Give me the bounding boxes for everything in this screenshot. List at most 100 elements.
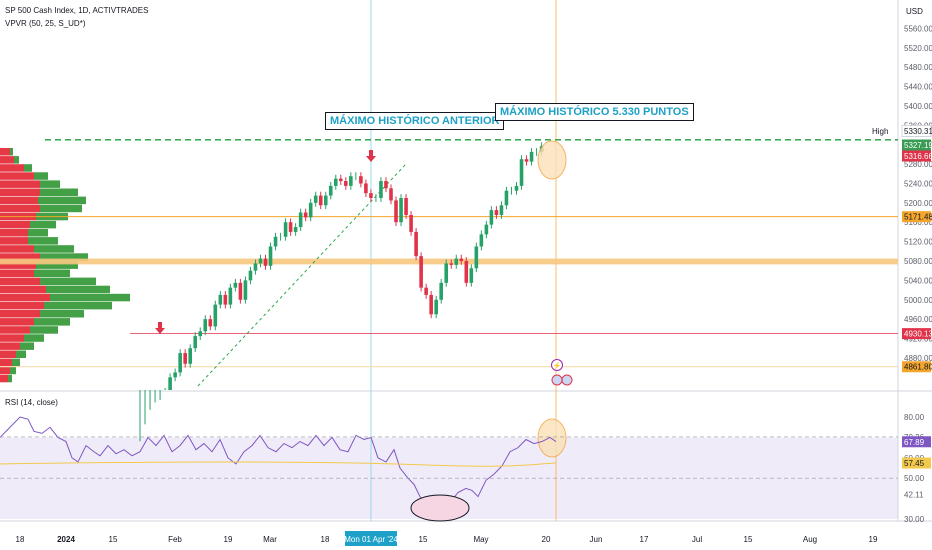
candle-body <box>318 195 323 206</box>
candle-body <box>198 331 203 337</box>
candle-body <box>394 200 398 223</box>
candle-body <box>183 353 187 364</box>
volume-profile-down <box>0 318 34 326</box>
candle-body <box>529 151 534 162</box>
poc-zone <box>0 258 898 265</box>
candle-body <box>429 294 433 315</box>
candle-body <box>203 319 208 332</box>
time-tick-label: Jun <box>590 535 603 544</box>
candle-body <box>454 258 459 265</box>
volume-profile-down <box>0 245 34 253</box>
price-tick-label: 4880.00 <box>904 354 932 363</box>
candle-body <box>283 222 288 237</box>
time-tick-label: 19 <box>224 535 233 544</box>
rsi-current-value: 67.89 <box>904 438 925 447</box>
candle-body <box>228 287 233 305</box>
volume-profile-down <box>0 342 20 350</box>
price-tag-box <box>902 211 931 223</box>
time-tick-label: Feb <box>168 535 182 544</box>
price-tag-value: 5327.19 <box>904 141 932 150</box>
price-tick-label: 5240.00 <box>904 179 932 188</box>
candle-body <box>168 377 172 390</box>
rsi-ma-line <box>0 461 557 467</box>
time-tick-label: May <box>473 535 488 544</box>
volume-profile-down <box>0 358 12 367</box>
candle-body <box>494 210 499 215</box>
price-tag-value: 5171.48 <box>904 213 932 222</box>
candle-body <box>243 280 248 300</box>
candle-body <box>173 372 177 378</box>
rsi-tick-label: 80.00 <box>904 413 925 422</box>
price-highlight-circle <box>537 140 567 180</box>
low-arrow-shaft <box>158 322 162 328</box>
volume-profile-up <box>40 188 78 196</box>
volume-profile-up <box>24 164 32 172</box>
candle-body <box>519 159 524 186</box>
volume-profile-down <box>0 374 8 383</box>
volume-profile-down <box>0 285 46 294</box>
price-tick-label: 4960.00 <box>904 315 932 324</box>
volume-profile-down <box>0 229 28 237</box>
volume-profile-down <box>0 310 40 318</box>
volume-profile-up <box>44 301 112 310</box>
candle-body <box>298 212 303 228</box>
volume-profile-up <box>36 261 78 269</box>
volume-profile-down <box>0 204 40 213</box>
candle-body <box>178 353 182 373</box>
price-tick-label: 5480.00 <box>904 63 932 72</box>
vpvr-label: VPVR (50, 25, S_UD*) <box>5 19 86 28</box>
candle-body <box>474 246 479 269</box>
candle-body <box>479 234 484 247</box>
candle-body <box>313 195 318 203</box>
rsi-ma-value: 57.45 <box>904 459 925 468</box>
candle-body <box>369 193 373 198</box>
candle-body <box>464 261 469 283</box>
rsi-line <box>0 416 557 518</box>
volume-profile-down <box>0 293 50 302</box>
low-arrow-head <box>155 328 165 334</box>
currency-label: USD <box>906 7 923 16</box>
volume-profile-up <box>38 196 86 205</box>
time-tick-label: 15 <box>109 535 118 544</box>
volume-profile-up <box>46 285 110 294</box>
candle-body <box>444 263 449 283</box>
volume-profile-down <box>0 261 36 269</box>
volume-profile-down <box>0 334 24 342</box>
volume-profile-down <box>0 148 10 156</box>
price-tick-label: 5520.00 <box>904 44 932 53</box>
volume-profile-down <box>0 180 40 188</box>
time-tick-label: Aug <box>803 535 817 544</box>
candle-body <box>308 202 313 218</box>
rsi-tick-label: 50.00 <box>904 474 925 483</box>
price-tag-box <box>902 361 931 373</box>
candle-body <box>459 258 464 261</box>
candle-body <box>359 176 363 184</box>
price-tick-label: 5400.00 <box>904 102 932 111</box>
volume-profile-up <box>10 148 13 156</box>
candle-body <box>233 282 238 288</box>
candle-body <box>504 190 509 206</box>
candle-body <box>268 246 273 266</box>
price-tick-label: 5160.00 <box>904 218 932 227</box>
candle-body <box>379 181 383 198</box>
price-tick-label: 5440.00 <box>904 83 932 92</box>
candle-body <box>188 348 192 364</box>
volume-profile-up <box>12 358 20 367</box>
candle-body <box>223 294 228 305</box>
candle-body <box>288 222 293 232</box>
candle-body <box>404 198 408 215</box>
candle-body <box>253 263 258 271</box>
us-flag-event-icon <box>551 374 563 386</box>
rsi-low-circle <box>410 494 470 522</box>
price-tick-label: 5000.00 <box>904 296 932 305</box>
candle-body <box>193 336 198 349</box>
volume-profile-up <box>40 180 60 188</box>
active-date-box <box>345 531 397 546</box>
rsi-ma-tag <box>902 457 931 469</box>
volume-profile-down <box>0 269 34 277</box>
time-tick-label: Mar <box>263 535 277 544</box>
volume-profile-down <box>0 277 40 286</box>
candle-body <box>218 294 223 305</box>
candle-body <box>328 185 333 196</box>
